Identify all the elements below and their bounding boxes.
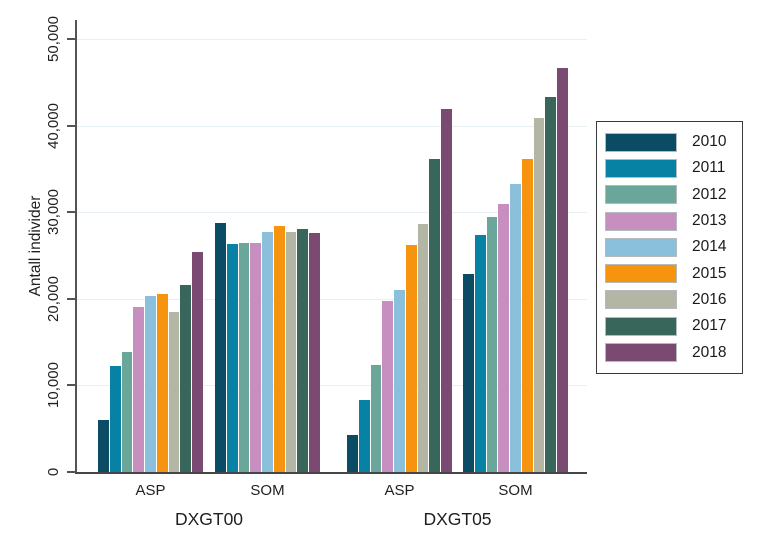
bar-2010: [463, 274, 474, 472]
bar-group-dxgt05-som: [463, 20, 569, 472]
gridline: [77, 126, 587, 127]
bar-2014: [262, 232, 273, 472]
y-tick-label: 20,000: [44, 276, 62, 322]
bar-2015: [405, 245, 417, 472]
legend-label: 2011: [692, 159, 726, 177]
bar-2014: [394, 290, 405, 472]
legend-row: 2017: [605, 313, 742, 339]
bar-2011: [358, 400, 370, 472]
y-tick-label: 50,000: [44, 16, 62, 62]
legend-label: 2010: [692, 133, 727, 151]
legend-swatch-2011: [605, 158, 677, 178]
bar-2018: [309, 233, 321, 472]
y-tick-mark: [67, 125, 75, 127]
bar-2017: [297, 229, 309, 472]
legend-label: 2012: [692, 185, 727, 203]
bar-group-dxgt00-som: [215, 20, 321, 472]
bar-2017: [429, 159, 441, 472]
bar-2010: [98, 420, 109, 472]
bar-2012: [370, 365, 382, 472]
bar-2013: [133, 307, 145, 472]
legend-swatch-2014: [605, 237, 677, 257]
bar-2012: [121, 352, 133, 472]
legend-row: 2013: [605, 208, 742, 234]
bar-group-dxgt00-asp: [98, 20, 204, 472]
bar-2013: [382, 301, 394, 472]
legend-row: 2011: [605, 155, 742, 181]
bar-2017: [180, 285, 192, 472]
bar-2018: [192, 252, 204, 472]
bar-2016: [417, 224, 429, 472]
legend-label: 2014: [692, 238, 727, 256]
x-axis-line: [75, 472, 587, 474]
bar-2016: [285, 232, 297, 472]
bar-2011: [474, 235, 486, 472]
legend-swatch-2013: [605, 211, 677, 231]
y-tick-mark: [67, 298, 75, 300]
legend-label: 2018: [692, 343, 727, 361]
bar-2014: [510, 184, 521, 472]
gridline: [77, 212, 587, 213]
legend-row: 2016: [605, 287, 742, 313]
legend-swatch-2018: [605, 343, 677, 363]
bar-2010: [215, 223, 226, 472]
x-subgroup-label: SOM: [498, 482, 533, 499]
y-tick-mark: [67, 384, 75, 386]
legend-swatch-2016: [605, 290, 677, 310]
y-tick-label: 30,000: [44, 189, 62, 235]
legend-label: 2013: [692, 212, 727, 230]
bar-2013: [498, 204, 510, 472]
gridline: [77, 385, 587, 386]
legend-swatch-2017: [605, 316, 677, 336]
bar-2010: [347, 435, 358, 472]
y-tick-label: 40,000: [44, 103, 62, 149]
legend-label: 2015: [692, 264, 727, 282]
legend-label: 2017: [692, 317, 727, 335]
bar-2016: [168, 312, 180, 472]
y-tick-label: 10,000: [44, 362, 62, 408]
legend-row: 2012: [605, 182, 742, 208]
gridline: [77, 39, 587, 40]
x-group-label: DXGT00: [174, 509, 244, 529]
legend-label: 2016: [692, 290, 727, 308]
y-tick-mark: [67, 211, 75, 213]
x-group-label: DXGT05: [423, 509, 492, 529]
legend-swatch-2010: [605, 132, 677, 152]
legend-swatch-2012: [605, 185, 677, 205]
bar-group-dxgt05-asp: [347, 20, 453, 472]
y-tick-mark: [67, 471, 75, 473]
y-axis-line: [75, 20, 77, 474]
bar-2011: [109, 366, 121, 472]
bar-2014: [145, 296, 156, 472]
bar-2012: [486, 217, 498, 472]
legend: 2010 2011 2012 2013 2014 2015 2016 2017 2018: [596, 121, 743, 374]
bar-2018: [441, 109, 453, 472]
legend-row: 2014: [605, 234, 742, 260]
bar-2017: [545, 97, 557, 472]
bar-2016: [533, 118, 545, 472]
legend-row: 2010: [605, 129, 742, 155]
bar-2018: [557, 68, 569, 472]
bar-2011: [226, 244, 238, 472]
bar-2015: [156, 294, 168, 472]
bar-2013: [250, 243, 262, 472]
bar-2012: [238, 243, 250, 472]
x-subgroup-label: ASP: [384, 482, 415, 499]
bar-2015: [521, 159, 533, 472]
bar-2015: [273, 226, 285, 472]
y-tick-mark: [67, 38, 75, 40]
gridline: [77, 299, 587, 300]
legend-row: 2018: [605, 339, 742, 365]
legend-swatch-2015: [605, 264, 677, 284]
legend-row: 2015: [605, 260, 742, 286]
x-subgroup-label: ASP: [135, 482, 166, 499]
x-subgroup-label: SOM: [250, 482, 285, 499]
